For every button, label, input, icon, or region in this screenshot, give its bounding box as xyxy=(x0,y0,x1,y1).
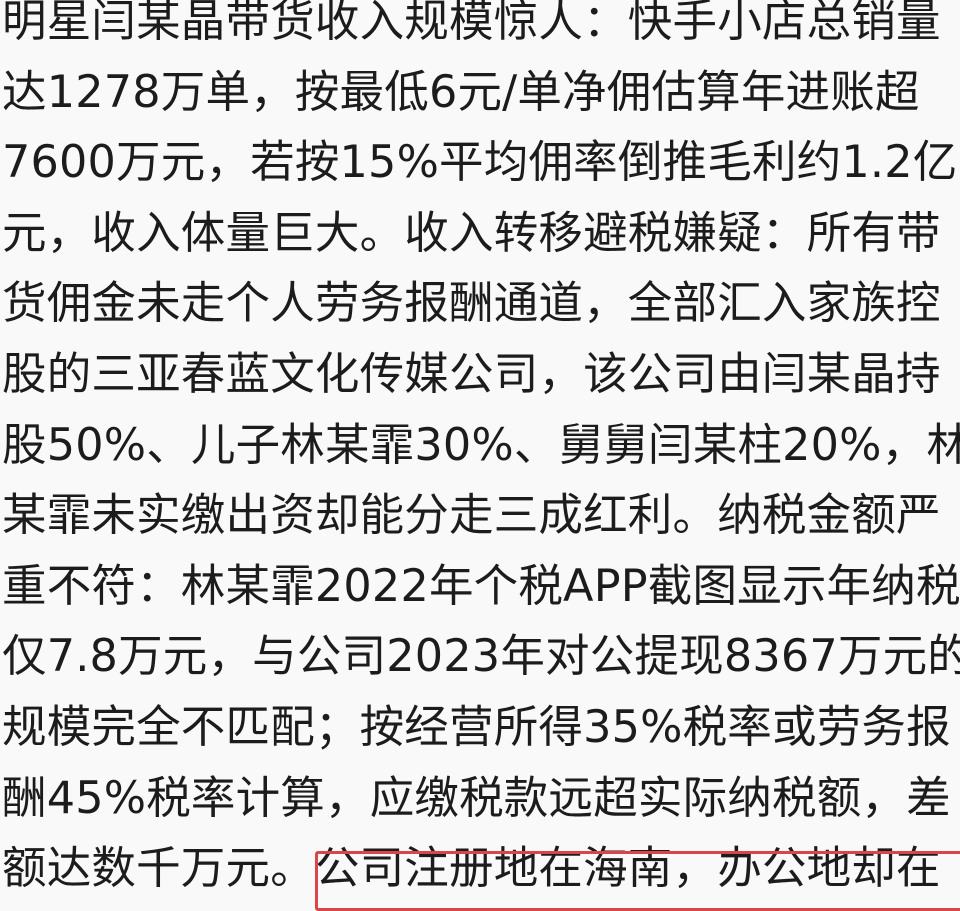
text-line: 7600万元，若按15%平均佣率倒推毛利约1.2亿 xyxy=(2,137,958,189)
text-line: 仅7.8万元，与公司2023年对公提现8367万元的 xyxy=(2,631,960,683)
text-line: 重不符：林某霏2022年个税APP截图显示年纳税 xyxy=(2,560,960,612)
text-line: 规模完全不匹配；按经营所得35%税率或劳务报 xyxy=(2,701,951,753)
text-line: 货佣金未走个人劳务报酬通道，全部汇入家族控 xyxy=(2,278,941,330)
text-line: 股的三亚春蓝文化传媒公司，该公司由闫某晶持 xyxy=(2,348,941,400)
text-line: 明星闫某晶带货收入规模惊人：快手小店总销量 xyxy=(2,0,941,47)
text-line: 达1278万单，按最低6元/单净佣估算年进账超 xyxy=(2,66,920,118)
text-line: 酬45%税率计算，应缴税款远超实际纳税额，差 xyxy=(2,772,951,824)
text-line: 股50%、儿子林某霏30%、舅舅闫某柱20%，林 xyxy=(2,419,960,471)
text-line: 元，收入体量巨大。收入转移避税嫌疑：所有带 xyxy=(2,207,941,259)
highlight-box xyxy=(315,851,960,911)
text-line: 某霏未实缴出资却能分走三成红利。纳税金额严 xyxy=(2,490,941,542)
